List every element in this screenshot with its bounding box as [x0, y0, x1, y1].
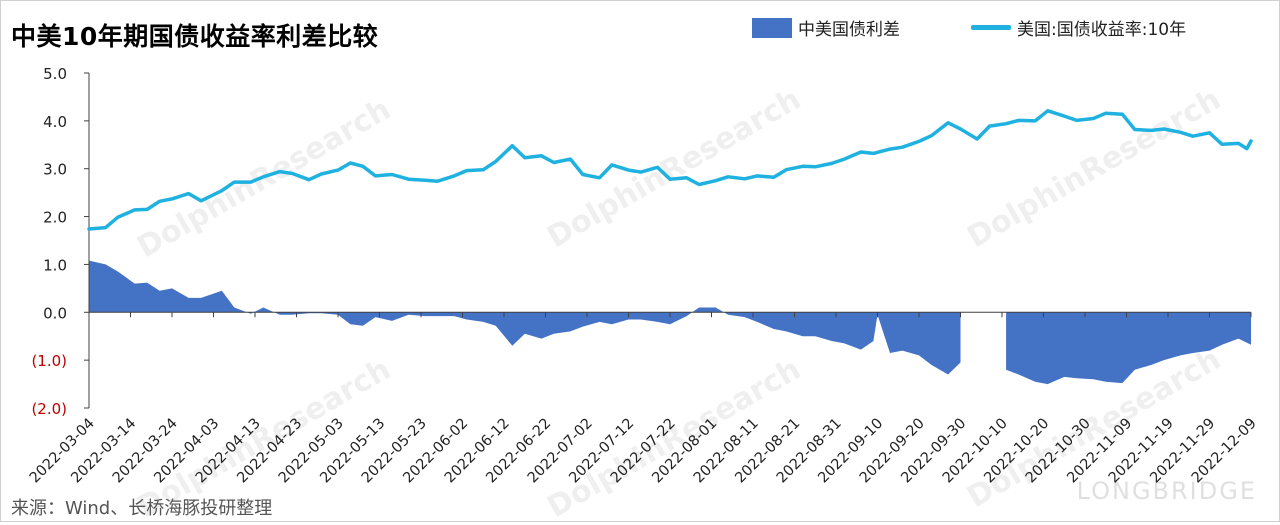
y-tick-label: 5.0	[43, 65, 67, 83]
y-tick-label: (2.0)	[31, 400, 67, 418]
spread-area-layer	[89, 261, 1251, 385]
y-tick-label: 3.0	[43, 161, 67, 179]
y-tick-layer: 5.0 4.0 3.0 2.0 1.0 0.0 (1.0) (2.0)	[31, 65, 89, 418]
spread-area-segment	[89, 261, 961, 375]
y-tick-label: 4.0	[43, 113, 67, 131]
source-note: 来源：Wind、长桥海豚投研整理	[11, 494, 272, 520]
us10y-line-layer	[89, 111, 1251, 229]
y-tick-label: 2.0	[43, 209, 67, 227]
y-tick-label: 0.0	[43, 304, 67, 322]
spread-area-segment	[1006, 312, 1251, 384]
y-tick-label: (1.0)	[31, 352, 67, 370]
us10y-line	[89, 111, 1251, 229]
y-tick-label: 1.0	[43, 256, 67, 274]
chart-svg: 5.04.03.02.01.00.0(1.0)(2.0) 2022-03-042…	[1, 1, 1280, 501]
